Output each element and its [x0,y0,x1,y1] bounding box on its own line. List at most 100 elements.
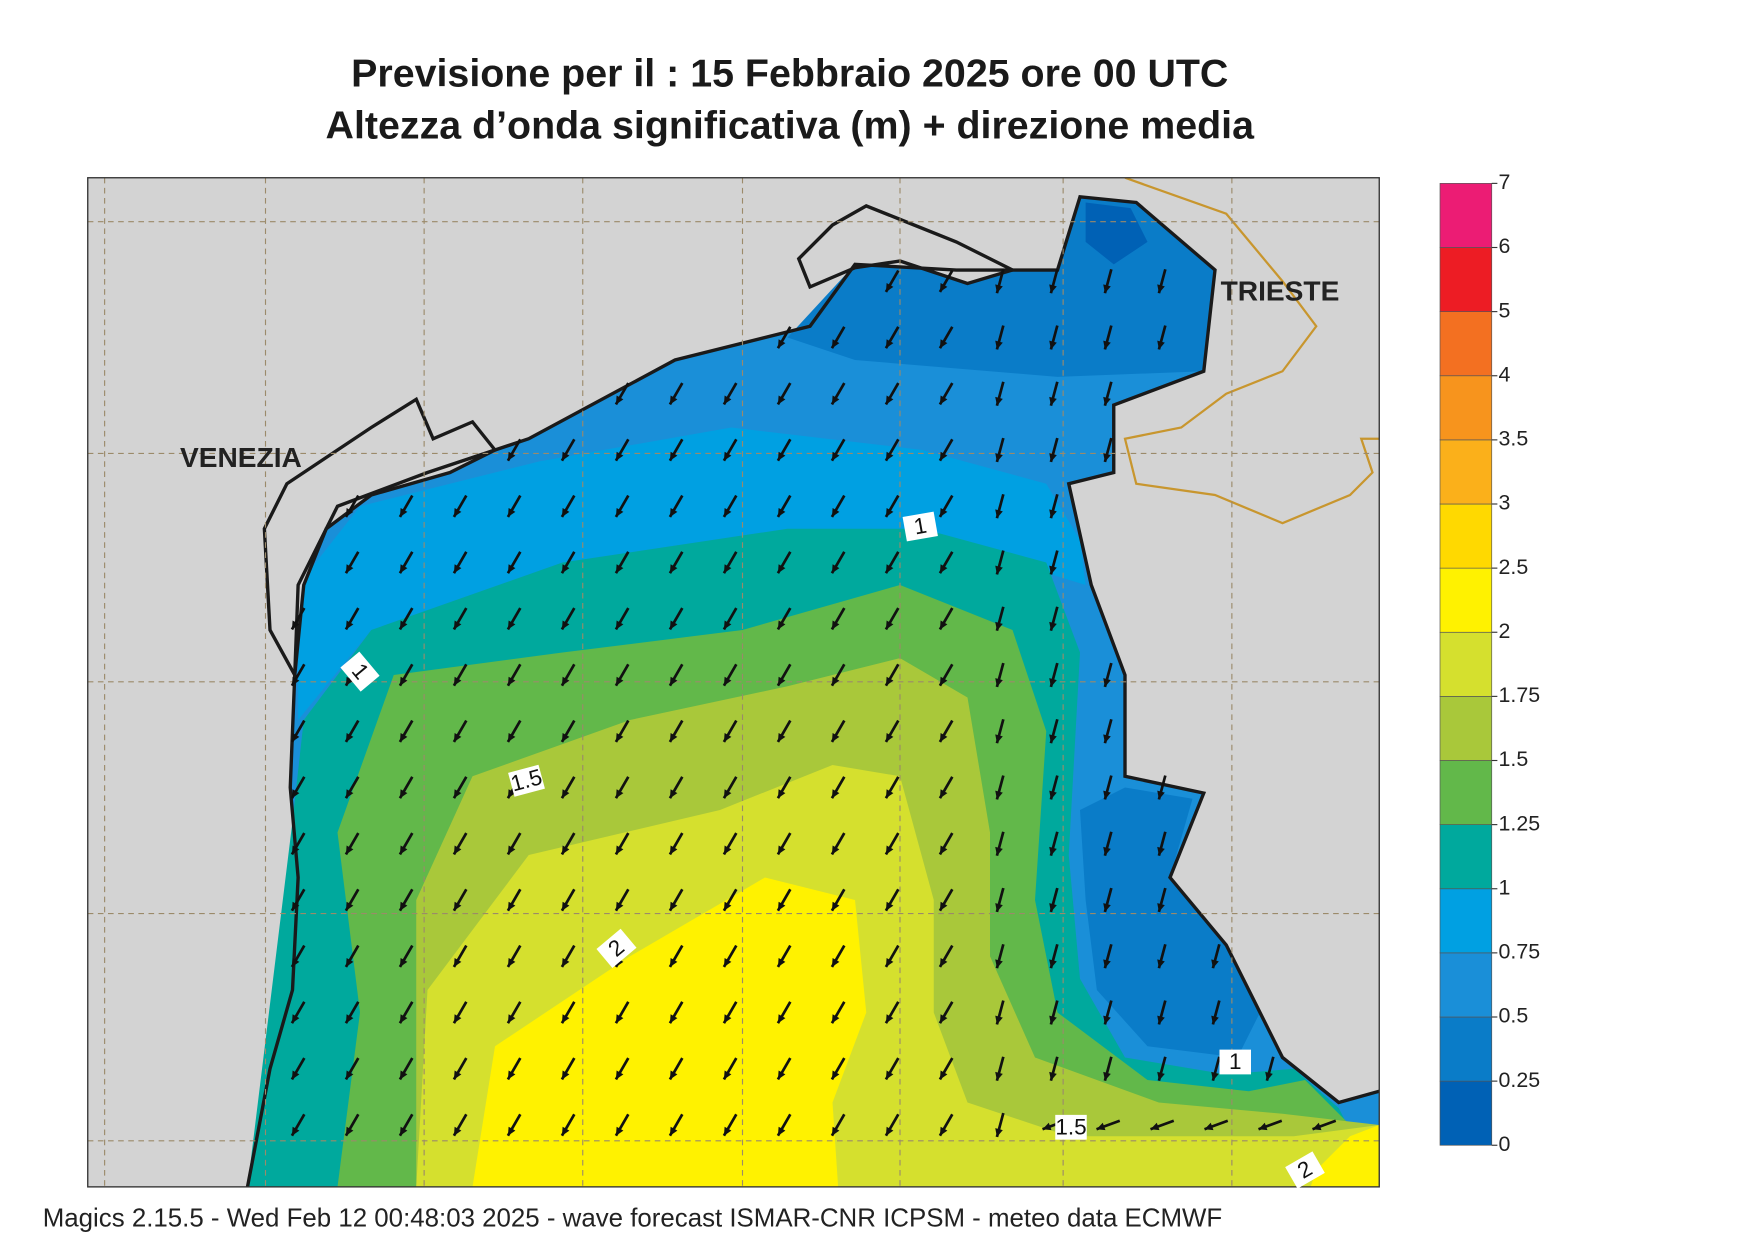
arrow-head [291,789,300,799]
arrow-head [995,284,1003,294]
arrow-head [561,620,570,630]
arrow-head [615,1014,624,1024]
arrow-head [345,1014,354,1024]
colorbar-bin [1439,1080,1493,1146]
arrow-head [453,732,462,742]
arrow-head [831,1014,840,1024]
arrow-head [831,732,840,742]
arrow-head [723,676,732,686]
arrow-head [1049,903,1057,912]
arrow-head [885,901,894,911]
coastline [245,195,1380,1187]
contour-label-bg [1285,1151,1325,1189]
arrow-head [995,734,1003,744]
arrow-head [939,395,948,405]
arrow-head [399,564,408,574]
arrow-head [885,395,894,405]
arrow-head [669,676,678,686]
arrow-head [995,1071,1003,1081]
arrow-head [615,507,624,517]
arrow-head [291,732,300,742]
arrow-head [1049,284,1057,294]
arrow-head [669,451,678,461]
arrow-head [723,1126,732,1136]
arrow-head [669,1070,678,1080]
arrow-head [831,901,840,911]
arrow-head [1103,959,1111,969]
arrow-head [1049,959,1057,969]
arrow-head [777,732,786,742]
colorbar-bin [1439,439,1493,505]
arrow-head [831,620,840,630]
colorbar-label: 3.5 [1499,427,1529,451]
arrow-head [453,507,462,517]
colorbar-label: 0.25 [1499,1068,1541,1092]
city-label: VENEZIA [180,442,302,473]
arrow-head [669,395,678,405]
arrow-head [669,901,678,911]
arrow-head [561,1014,570,1024]
map [87,177,1380,1187]
arrow-head [831,957,840,967]
arrow-head [939,957,948,967]
arrow-head [507,789,516,799]
arrow-head [453,845,462,855]
colorbar-label: 6 [1499,234,1511,258]
arrow-head [345,620,354,630]
arrow-head [939,282,948,292]
arrow-head [831,507,840,517]
arrow-head [831,395,840,405]
colorbar-label: 2.5 [1499,555,1529,579]
arrow-head [345,1126,354,1136]
arrow-head [399,901,408,911]
arrow-head [723,1014,732,1024]
colorbar-bin [1439,824,1493,890]
arrow-head [615,451,624,461]
arrow-head [507,451,516,461]
colorbar-bin [1439,1016,1493,1082]
arrow-head [995,340,1003,350]
arrow-head [669,957,678,967]
contour-label: 2 [596,928,637,968]
arrow-head [1204,1122,1214,1131]
arrow-head [1049,1015,1057,1025]
arrow-head [453,620,462,630]
arrow-head [507,564,516,574]
arrows [290,268,1337,1138]
arrow-head [885,1014,894,1024]
arrow-head [345,901,354,911]
arrow-head [453,1070,462,1080]
colorbar-label: 1.75 [1499,683,1541,707]
arrow-head [453,1014,462,1024]
arrow-head [291,1126,300,1136]
arrow-head [1103,340,1111,350]
arrow-head [723,507,732,517]
arrow-head [939,1014,948,1024]
arrow-head [885,1070,894,1080]
arrow-head [561,1126,570,1136]
region-075b [298,427,1086,720]
arrow-head [669,1126,678,1136]
arrow-head [939,676,948,686]
arrow-head [1049,453,1057,462]
arrow-head [399,1126,408,1136]
arrow-head [291,1070,300,1080]
arrow-head [723,901,732,911]
colorbar-label: 7 [1499,170,1511,194]
arrow-head [507,1126,516,1136]
arrow-head [507,1014,516,1024]
arrow-head [885,339,894,349]
arrow-head [615,395,624,405]
arrow-head [345,507,354,517]
colorbar-bin [1439,952,1493,1018]
contour-label: 1 [1219,1049,1251,1075]
arrow-head [561,845,570,855]
arrow-head [615,901,624,911]
colorbar-label: 1.5 [1499,747,1529,771]
arrow-head [1157,903,1165,912]
arrow-head [995,1015,1003,1025]
colorbar-bin [1439,247,1493,312]
arrow-head [507,507,516,517]
region-025-east [1080,787,1260,1058]
